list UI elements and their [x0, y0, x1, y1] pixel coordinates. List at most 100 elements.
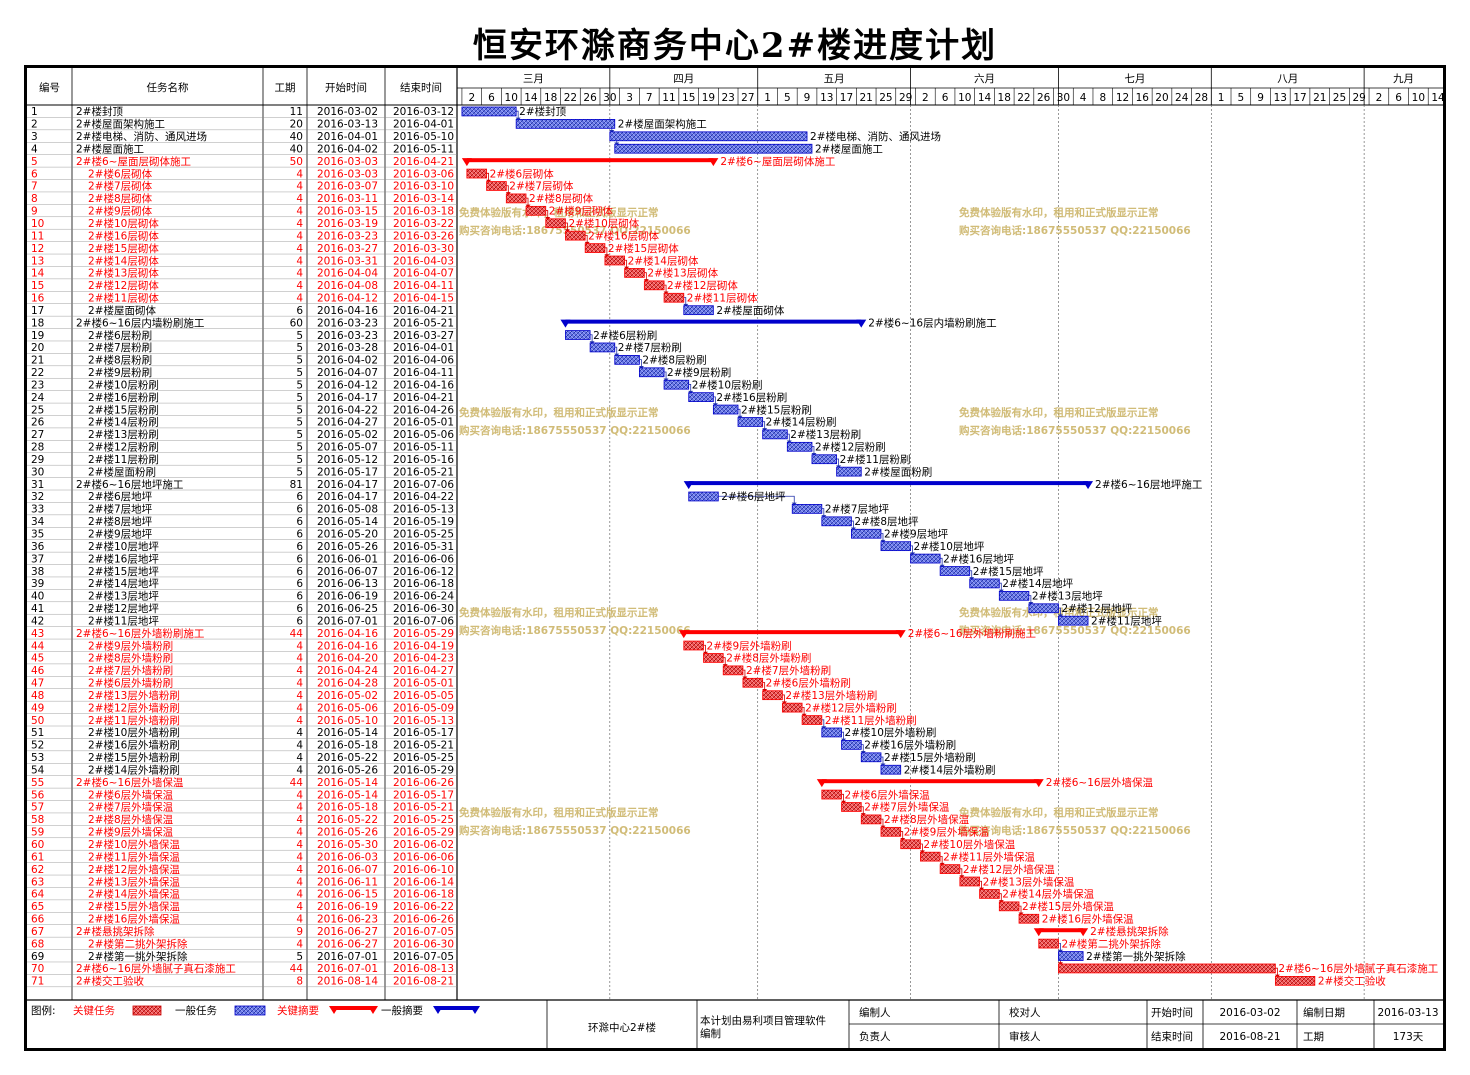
bar-label: 2#楼交工验收 [1318, 975, 1386, 988]
task-end: 2016-05-11 [393, 442, 454, 454]
task-name: 2#楼7层砌体 [88, 180, 153, 193]
task-name: 2#楼8层地坪 [88, 515, 153, 528]
bar-label: 2#楼13层外墙保温 [983, 875, 1075, 888]
day-tick-label: 9 [1257, 92, 1264, 104]
task-start: 2016-06-27 [317, 938, 378, 950]
task-id: 2 [31, 119, 38, 131]
day-tick-label: 7 [646, 92, 653, 104]
footer-owner-label: 负责人 [859, 1030, 891, 1043]
task-duration: 20 [290, 119, 303, 131]
task-duration: 5 [296, 951, 303, 963]
task-id: 8 [31, 193, 38, 205]
task-bar [821, 789, 842, 800]
task-start: 2016-03-11 [317, 193, 378, 205]
task-name: 2#楼6~16层地坪施工 [76, 478, 183, 491]
task-duration: 6 [296, 541, 303, 553]
task-duration: 5 [296, 367, 303, 379]
dependency-link [624, 259, 628, 269]
watermark-line2: 购买咨询电话:18675550537 QQ:22150066 [959, 424, 1191, 437]
task-duration: 4 [296, 727, 303, 739]
bar-label: 2#楼12层砌体 [667, 279, 738, 292]
task-name: 2#楼8层粉刷 [88, 354, 152, 367]
task-start: 2016-04-02 [317, 355, 378, 367]
task-bar [505, 193, 527, 204]
task-name: 2#楼6~16层外墙粉刷施工 [76, 627, 204, 640]
bar-label: 2#楼13层地坪 [1032, 590, 1103, 603]
task-duration: 4 [296, 653, 303, 665]
task-duration: 5 [296, 442, 303, 454]
dependency-link [802, 706, 805, 716]
task-end: 2016-06-30 [393, 938, 454, 950]
day-tick-label: 26 [1037, 92, 1051, 104]
task-name: 2#楼6~16层内墙粉刷施工 [76, 316, 204, 329]
task-end: 2016-05-25 [393, 529, 454, 541]
day-tick-label: 26 [583, 92, 597, 104]
watermark-line1: 免费体验版有水印，租用和正式版显示正常 [959, 806, 1159, 819]
task-id: 45 [31, 653, 44, 665]
task-end: 2016-05-29 [393, 764, 454, 776]
footer-end-value: 2016-08-21 [1219, 1031, 1280, 1043]
month-label: 七月 [1124, 73, 1145, 85]
task-start: 2016-05-18 [317, 740, 378, 752]
task-id: 43 [31, 628, 44, 640]
task-start: 2016-03-27 [317, 243, 378, 255]
task-duration: 5 [296, 429, 303, 441]
day-tick-label: 10 [505, 92, 518, 104]
bar-label: 2#楼屋面砌体 [716, 304, 784, 317]
task-end: 2016-03-18 [393, 206, 454, 218]
task-end: 2016-06-18 [393, 578, 454, 590]
summary-bar [1038, 928, 1084, 933]
bar-label: 2#楼8层粉刷 [642, 354, 706, 367]
task-bar [939, 566, 971, 576]
task-start: 2016-05-06 [317, 702, 378, 714]
footer-start-value: 2016-03-02 [1219, 1007, 1280, 1019]
task-name: 2#楼屋面架构施工 [76, 118, 165, 131]
legend-critical-summary: 关键摘要 [277, 1004, 319, 1017]
task-end: 2016-05-25 [393, 752, 454, 764]
task-id: 61 [31, 851, 44, 863]
task-start: 2016-06-13 [317, 578, 378, 590]
task-name: 2#楼11层外墙保温 [88, 850, 180, 863]
task-name: 2#楼16层外墙保温 [88, 913, 180, 926]
task-end: 2016-05-29 [393, 827, 454, 839]
task-start: 2016-07-01 [317, 615, 378, 627]
task-id: 68 [31, 938, 44, 950]
day-tick-label: 6 [488, 92, 495, 104]
bar-label: 2#楼9层地坪 [884, 528, 949, 541]
task-start: 2016-03-03 [317, 156, 378, 168]
task-start: 2016-03-28 [317, 342, 378, 354]
task-start: 2016-05-17 [317, 466, 378, 478]
task-bar [737, 417, 764, 427]
task-duration: 60 [290, 317, 303, 329]
task-end: 2016-03-06 [393, 168, 454, 180]
task-bar [762, 690, 783, 701]
dependency-link [851, 520, 854, 530]
day-tick-label: 8 [1099, 92, 1106, 104]
dependency-link [979, 880, 982, 890]
dependency-link [821, 508, 825, 518]
task-id: 11 [31, 230, 44, 242]
task-end: 2016-07-05 [393, 926, 454, 938]
footer-end-label: 结束时间 [1151, 1030, 1193, 1043]
bar-label: 2#楼10层外墙保温 [923, 838, 1015, 851]
task-bar [683, 305, 714, 316]
task-start: 2016-05-30 [317, 839, 378, 851]
summary-bar-end-cap [856, 319, 867, 328]
task-name: 2#楼13层外墙粉刷 [88, 689, 180, 702]
legend-critical-task: 关键任务 [73, 1004, 115, 1017]
dependency-link [664, 284, 667, 294]
task-bar [860, 814, 882, 825]
task-name: 2#楼11层地坪 [88, 614, 159, 627]
dependency-link [1058, 942, 1061, 952]
dependency-link [999, 893, 1002, 903]
day-tick-label: 29 [1353, 92, 1366, 104]
task-end: 2016-04-03 [393, 255, 454, 267]
task-duration: 44 [290, 628, 304, 640]
task-id: 56 [31, 789, 45, 801]
task-id: 36 [31, 541, 45, 553]
task-end: 2016-04-15 [393, 293, 454, 305]
footer-duration-label: 工期 [1303, 1031, 1324, 1043]
task-name: 2#楼7层外墙保温 [88, 801, 174, 814]
task-end: 2016-04-22 [393, 491, 454, 503]
bar-label: 2#楼9层外墙粉刷 [707, 639, 792, 652]
